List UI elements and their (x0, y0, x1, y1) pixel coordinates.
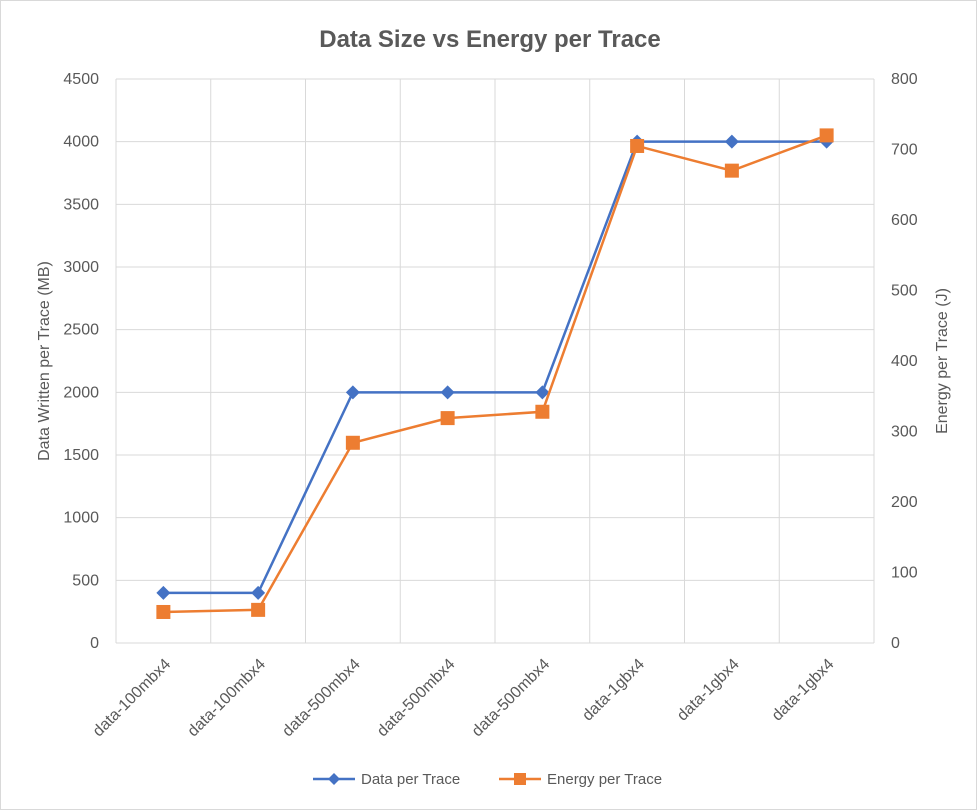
legend-marker-square (514, 773, 526, 785)
left-tick-label: 2000 (63, 384, 99, 401)
left-tick-label: 1000 (63, 510, 99, 527)
x-tick-label: data-100mbx4 (90, 656, 174, 740)
data-point-square (251, 602, 266, 617)
x-tick-label: data-500mbx4 (279, 656, 363, 740)
left-tick-label: 2500 (63, 322, 99, 339)
right-axis-label: Energy per Trace (J) (934, 288, 951, 434)
right-tick-label: 0 (891, 635, 900, 652)
data-point-square (630, 138, 645, 153)
left-tick-label: 0 (90, 635, 99, 652)
data-point-square (535, 404, 550, 419)
right-tick-label: 200 (891, 494, 918, 511)
legend: Data per Trace Energy per Trace (313, 771, 662, 788)
series-line (163, 140, 827, 595)
left-axis-label: Data Written per Trace (MB) (36, 261, 53, 461)
chart-title: Data Size vs Energy per Trace (319, 26, 661, 53)
right-tick-label: 400 (891, 353, 918, 370)
left-tick-label: 4500 (63, 71, 99, 88)
x-tick-label: data-1gbx4 (769, 656, 838, 725)
left-tick-label: 1500 (63, 447, 99, 464)
left-tick-label: 500 (72, 572, 99, 589)
right-tick-label: 300 (891, 424, 918, 441)
data-point-diamond (724, 134, 739, 149)
left-tick-label: 4000 (63, 134, 99, 151)
data-point-diamond (345, 385, 360, 400)
right-tick-label: 700 (891, 142, 918, 159)
left-tick-label: 3000 (63, 259, 99, 276)
series-layer (156, 128, 834, 619)
legend-label: Data per Trace (361, 771, 460, 788)
x-axis-ticks: data-100mbx4 data-100mbx4 data-500mbx4 data… (90, 656, 838, 740)
data-point-square (345, 435, 360, 450)
data-point-square (440, 411, 455, 426)
right-tick-label: 100 (891, 565, 918, 582)
right-axis-ticks: 0 100 200 300 400 500 600 700 800 (891, 71, 918, 652)
x-tick-label: data-500mbx4 (469, 656, 553, 740)
x-tick-label: data-100mbx4 (185, 656, 269, 740)
left-axis-ticks: 0 500 1000 1500 2000 2500 3000 3500 4000 4500 (63, 71, 99, 652)
right-tick-label: 600 (891, 212, 918, 229)
data-point-square (724, 163, 739, 178)
x-tick-label: data-500mbx4 (374, 656, 458, 740)
data-point-diamond (535, 385, 550, 400)
gridlines (115, 78, 875, 644)
x-tick-label: data-1gbx4 (674, 656, 743, 725)
right-tick-label: 800 (891, 71, 918, 88)
right-tick-label: 500 (891, 283, 918, 300)
legend-label: Energy per Trace (547, 771, 662, 788)
data-point-diamond (440, 385, 455, 400)
data-point-diamond (156, 585, 171, 600)
x-tick-label: data-1gbx4 (579, 656, 648, 725)
data-point-diamond (251, 585, 266, 600)
data-point-square (156, 604, 171, 619)
data-point-square (819, 128, 834, 143)
left-tick-label: 3500 (63, 196, 99, 213)
series-line (163, 134, 828, 614)
legend-marker-diamond (328, 773, 340, 785)
